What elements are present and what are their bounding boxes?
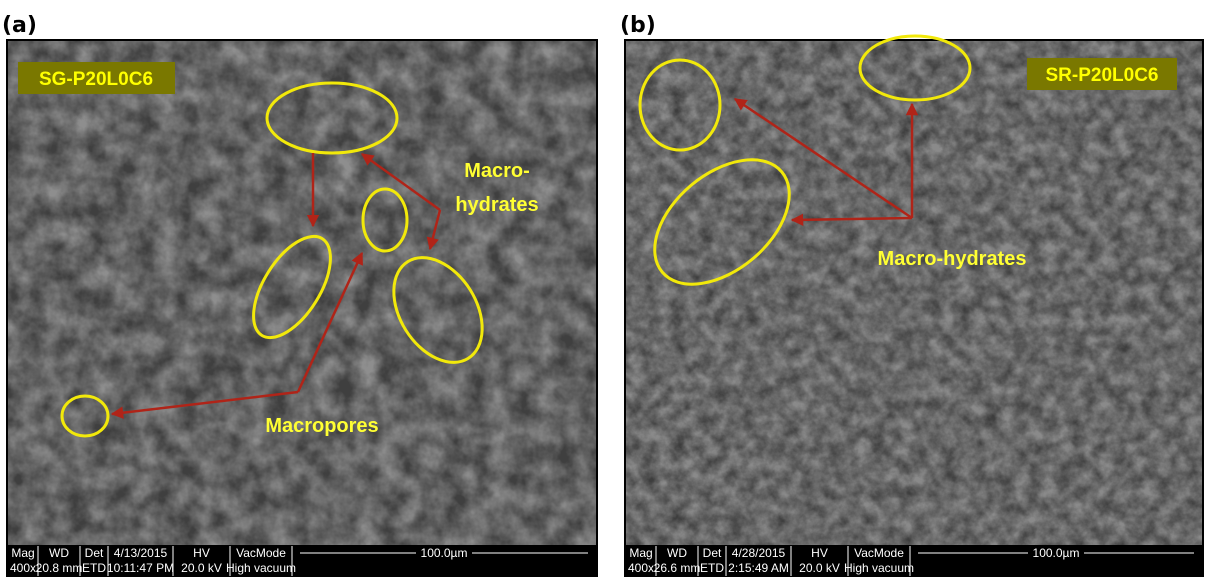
info-value: 20.0 kV: [799, 561, 840, 575]
sem-texture: [7, 40, 597, 545]
info-value: ETD: [82, 561, 106, 575]
info-header: Mag: [629, 546, 652, 560]
info-header: WD: [667, 546, 687, 560]
panel-label: (a): [2, 13, 37, 38]
annotation: Macro-hydrates: [878, 248, 1027, 270]
info-header: VacMode: [236, 546, 286, 560]
sample-tag: SG-P20L0C6: [39, 69, 153, 90]
info-header: Det: [85, 546, 104, 560]
figure: (a) SG-P20L0C6 Macro- hydrates Macropore…: [0, 0, 1209, 577]
annotation: Macro-: [464, 160, 530, 182]
info-header: Mag: [11, 546, 34, 560]
info-header: HV: [193, 546, 210, 560]
annotation: Macropores: [265, 415, 378, 437]
info-value: 10:11:47 PM: [107, 561, 174, 575]
panel-b: (b) SR-P20L0C6 Macro-hydrates Mag400xWD2…: [620, 13, 1203, 577]
info-value: 400x: [628, 561, 654, 575]
annotation: hydrates: [455, 194, 538, 216]
panel-a: (a) SG-P20L0C6 Macro- hydrates Macropore…: [2, 13, 597, 577]
info-header: Det: [703, 546, 722, 560]
info-header: VacMode: [854, 546, 904, 560]
info-value: 20.8 mm: [36, 561, 83, 575]
info-header: 4/13/2015: [114, 546, 168, 560]
info-value: ETD: [700, 561, 724, 575]
info-value: High vacuum: [844, 561, 914, 575]
info-header: HV: [811, 546, 828, 560]
panel-label: (b): [620, 13, 656, 38]
scale-label: 100.0µm: [1033, 546, 1080, 560]
info-value: High vacuum: [226, 561, 296, 575]
info-value: 2:15:49 AM: [728, 561, 789, 575]
info-value: 20.0 kV: [181, 561, 222, 575]
sample-tag: SR-P20L0C6: [1046, 65, 1159, 86]
info-value: 26.6 mm: [654, 561, 701, 575]
sem-texture: [625, 40, 1203, 545]
info-header: WD: [49, 546, 69, 560]
info-header: 4/28/2015: [732, 546, 786, 560]
info-value: 400x: [10, 561, 36, 575]
scale-label: 100.0µm: [421, 546, 468, 560]
